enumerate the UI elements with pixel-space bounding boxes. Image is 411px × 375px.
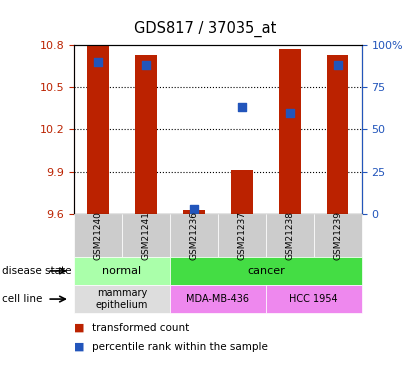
Bar [183, 210, 205, 214]
Point [191, 206, 197, 212]
Bar [135, 55, 157, 214]
Text: ■: ■ [74, 342, 85, 352]
Text: ■: ■ [74, 323, 85, 333]
Text: GSM21238: GSM21238 [285, 211, 294, 260]
Text: GSM21236: GSM21236 [189, 211, 199, 260]
Text: GSM21240: GSM21240 [93, 211, 102, 260]
Point [335, 62, 341, 68]
Text: disease state: disease state [2, 266, 72, 276]
Point [143, 62, 149, 68]
Text: transformed count: transformed count [92, 323, 190, 333]
Text: GSM21241: GSM21241 [141, 211, 150, 260]
Text: mammary
epithelium: mammary epithelium [96, 288, 148, 310]
Point [238, 104, 245, 110]
Text: GDS817 / 37035_at: GDS817 / 37035_at [134, 21, 277, 37]
Text: MDA-MB-436: MDA-MB-436 [186, 294, 249, 304]
Point [286, 110, 293, 116]
Text: GSM21237: GSM21237 [237, 211, 246, 260]
Text: percentile rank within the sample: percentile rank within the sample [92, 342, 268, 352]
Text: cell line: cell line [2, 294, 42, 304]
Text: HCC 1954: HCC 1954 [289, 294, 338, 304]
Text: GSM21239: GSM21239 [333, 211, 342, 260]
Bar [279, 49, 300, 214]
Bar [87, 45, 109, 214]
Bar [231, 170, 253, 214]
Point [95, 59, 101, 65]
Text: cancer: cancer [247, 266, 285, 276]
Text: normal: normal [102, 266, 141, 276]
Bar [327, 55, 349, 214]
